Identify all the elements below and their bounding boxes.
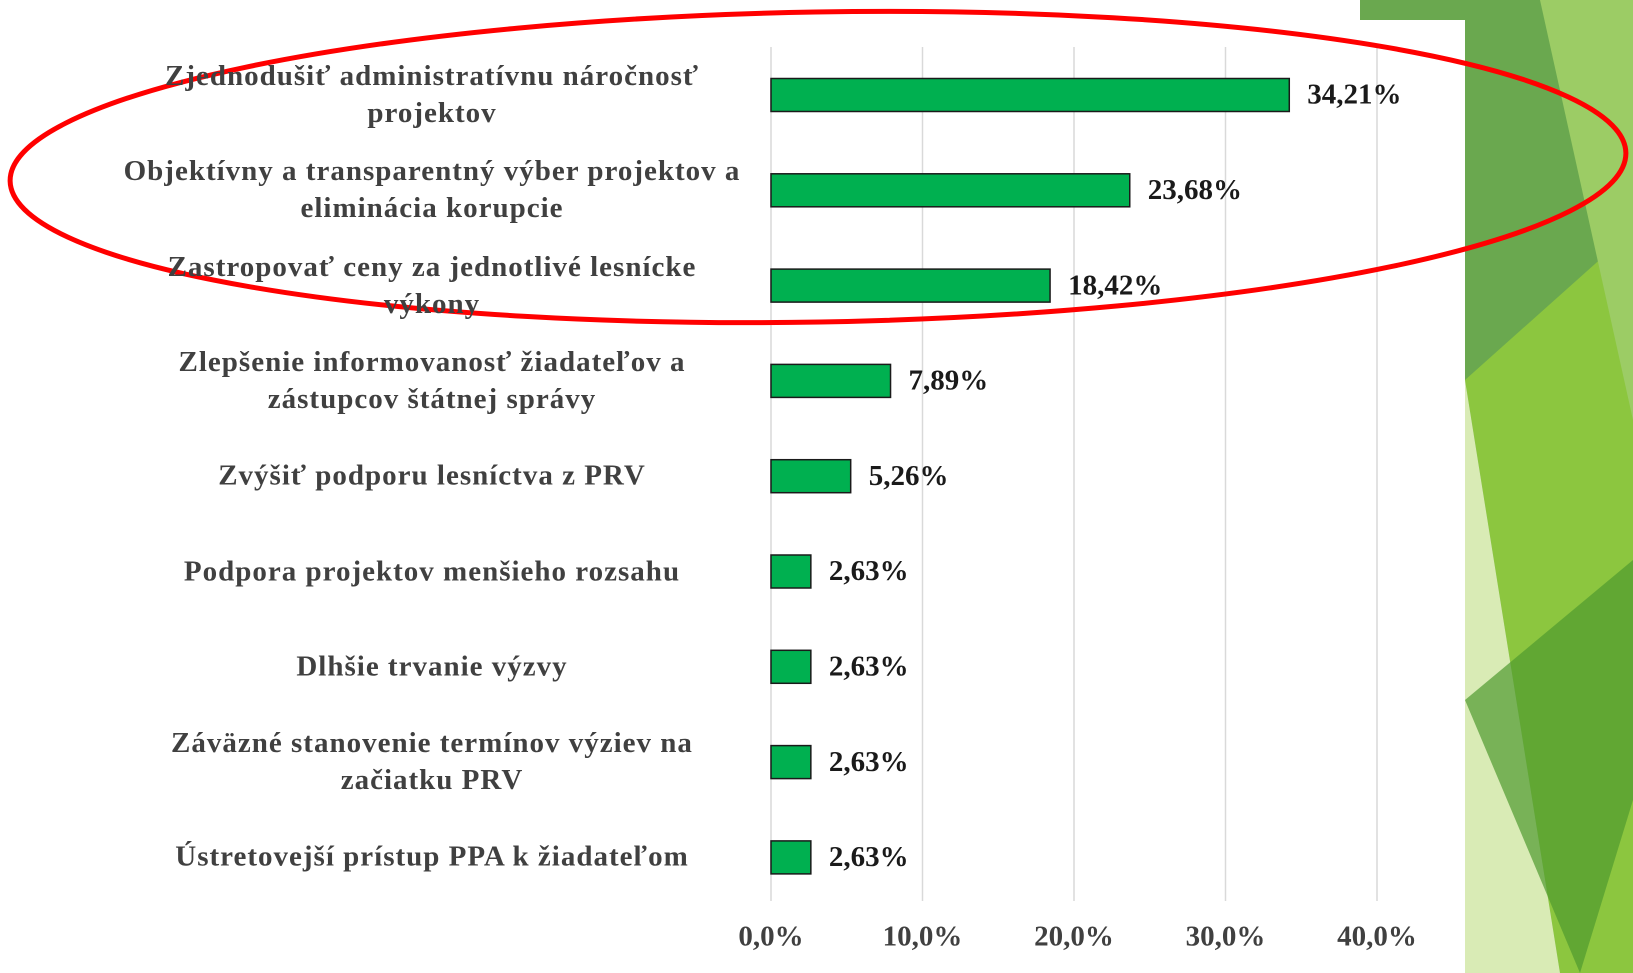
category-label: Zastropovať ceny za jednotlivé lesnícke … [122,249,742,323]
bar [771,364,891,397]
category-label: Záväzné stanovenie termínov výziev na za… [122,725,742,799]
slide: 0,0% 10,0% 20,0% 30,0% 40,0% 34,21% 23,68% 18,… [0,0,1633,973]
value-label: 18,42% [1068,269,1162,301]
x-tick-label: 30,0% [1186,921,1266,953]
bar [771,174,1130,207]
x-tick-label: 40,0% [1337,921,1417,953]
category-label: Zjednodušiť administratívnu náročnosť pr… [122,58,742,132]
x-tick-label: 10,0% [883,921,963,953]
category-label: Zlepšenie informovanosť žiadateľov a zás… [122,344,742,418]
value-label: 2,63% [829,841,909,873]
value-label: 2,63% [829,555,909,587]
value-label: 23,68% [1148,174,1242,206]
value-label: 2,63% [829,650,909,682]
x-tick-label: 0,0% [738,921,803,953]
bar [771,460,851,493]
bar [771,269,1050,302]
value-label: 34,21% [1307,79,1401,111]
bar [771,79,1289,112]
category-label: Podpora projektov menšieho rozsahu [122,553,742,590]
value-label: 5,26% [869,460,949,492]
bar [771,746,811,779]
bar [771,555,811,588]
value-label: 2,63% [829,746,909,778]
bar [771,650,811,683]
bar [771,841,811,874]
category-label: Zvýšiť podporu lesníctva z PRV [122,458,742,495]
category-label: Ústretovejší prístup PPA k žiadateľom [122,839,742,876]
category-label: Objektívny a transparentný výber projekt… [122,153,742,227]
value-label: 7,89% [909,365,989,397]
category-label: Dlhšie trvanie výzvy [122,648,742,685]
x-tick-label: 20,0% [1034,921,1114,953]
